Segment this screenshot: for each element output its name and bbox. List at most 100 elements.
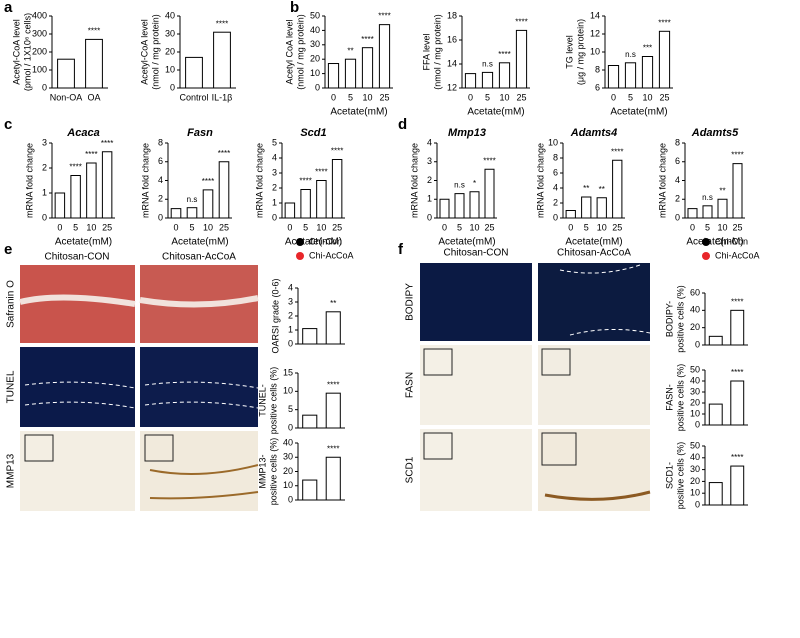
bar	[300, 189, 311, 219]
x-tick-label: 10	[597, 222, 607, 232]
bar	[708, 335, 723, 346]
y-tick-label: 1	[427, 194, 432, 204]
row-label: MMP13	[6, 453, 17, 488]
image-detail	[19, 294, 259, 308]
y-tick-label: 50	[690, 440, 700, 450]
bar	[687, 208, 698, 219]
significance-label: n.s	[454, 181, 465, 190]
significance-label: ****	[378, 12, 390, 21]
bar	[327, 63, 340, 89]
x-axis-label: Acetate(mM)	[171, 237, 228, 248]
y-axis-label: mRNA fold change	[254, 143, 264, 218]
x-tick-label: 10	[362, 92, 372, 102]
bar	[464, 73, 477, 89]
bar	[732, 163, 743, 219]
y-tick-label: 0	[427, 212, 432, 222]
y-tick-label: 8	[158, 137, 163, 147]
bar	[325, 311, 341, 345]
y-tick-label: 2	[272, 182, 277, 192]
inset	[541, 348, 571, 376]
y-tick-label: 10	[590, 46, 600, 56]
y-tick-label: 60	[690, 287, 700, 297]
legend-label: Chi-Con	[309, 236, 342, 246]
bar	[185, 56, 203, 89]
x-tick-label: 25	[612, 222, 622, 232]
panel-label: f	[398, 241, 404, 258]
bar	[607, 65, 620, 89]
y-tick-label: 4	[427, 137, 432, 147]
significance-label: ****	[731, 368, 743, 377]
bar	[581, 196, 592, 219]
x-tick-label: 5	[584, 222, 589, 232]
x-tick-label: 25	[379, 92, 389, 102]
bar	[361, 47, 374, 89]
significance-label: ****	[216, 19, 228, 28]
significance-label: *	[473, 179, 476, 188]
y-tick-label: 30	[310, 39, 320, 49]
y-tick-label: 10	[690, 488, 700, 498]
y-tick-label: 40	[310, 25, 320, 35]
x-tick-label: 5	[303, 222, 308, 232]
bar	[101, 151, 113, 219]
x-tick-label: 0	[331, 92, 336, 102]
bar	[86, 162, 97, 219]
y-axis-label: (nmol / mg protein)	[150, 14, 160, 90]
inset	[24, 434, 54, 462]
y-tick-label: 0	[695, 419, 700, 429]
y-tick-label: 8	[595, 64, 600, 74]
bar	[469, 191, 480, 219]
bar	[57, 58, 75, 89]
significance-label: ****	[299, 177, 311, 186]
bar	[515, 29, 528, 89]
bar	[624, 62, 637, 89]
y-tick-label: 10	[690, 408, 700, 418]
bar	[302, 414, 318, 429]
y-tick-label: 30	[283, 452, 293, 462]
x-axis-label: Acetate(mM)	[285, 237, 342, 248]
y-tick-label: 50	[310, 10, 320, 20]
significance-label: ****	[611, 147, 623, 156]
x-tick-label: IL-1β	[212, 92, 233, 102]
x-tick-label: 10	[642, 92, 652, 102]
y-axis-label: (nmol / mg protein)	[432, 14, 442, 90]
y-axis-label: positive cells (%)	[675, 364, 685, 432]
x-tick-label: 25	[659, 92, 669, 102]
y-axis-label: BODIPY-	[664, 301, 674, 337]
y-tick-label: 8	[553, 152, 558, 162]
y-tick-label: 20	[165, 46, 175, 56]
x-tick-label: 5	[628, 92, 633, 102]
y-tick-label: 0	[272, 212, 277, 222]
y-tick-label: 14	[447, 58, 457, 68]
y-axis-label: mRNA fold change	[140, 143, 150, 218]
y-axis-label: Acetyl-CoA level	[11, 19, 21, 85]
y-tick-label: 10	[283, 480, 293, 490]
y-tick-label: 0	[695, 499, 700, 509]
bar	[730, 309, 745, 346]
bar	[498, 62, 511, 89]
y-tick-label: 0	[675, 212, 680, 222]
panel-label: d	[398, 116, 407, 133]
x-tick-label: 5	[457, 222, 462, 232]
x-tick-label: OA	[87, 92, 100, 102]
image	[420, 263, 532, 341]
significance-label: **	[719, 186, 725, 195]
y-tick-label: 10	[283, 386, 293, 396]
inset	[144, 434, 174, 462]
y-tick-label: 40	[165, 10, 175, 20]
y-tick-label: 6	[675, 156, 680, 166]
panel-label: e	[4, 241, 12, 258]
panel-label: a	[4, 0, 13, 16]
significance-label: ****	[202, 177, 214, 186]
bar	[612, 159, 623, 219]
y-tick-label: 4	[158, 175, 163, 185]
x-tick-label: 5	[73, 222, 78, 232]
y-tick-label: 20	[283, 466, 293, 476]
y-axis-label: TG level	[564, 35, 574, 69]
y-tick-label: 15	[283, 367, 293, 377]
x-axis-label: Acetate(mM)	[610, 107, 667, 118]
y-tick-label: 100	[32, 64, 47, 74]
inset	[541, 432, 577, 466]
y-tick-label: 3	[427, 156, 432, 166]
bar	[54, 192, 66, 219]
